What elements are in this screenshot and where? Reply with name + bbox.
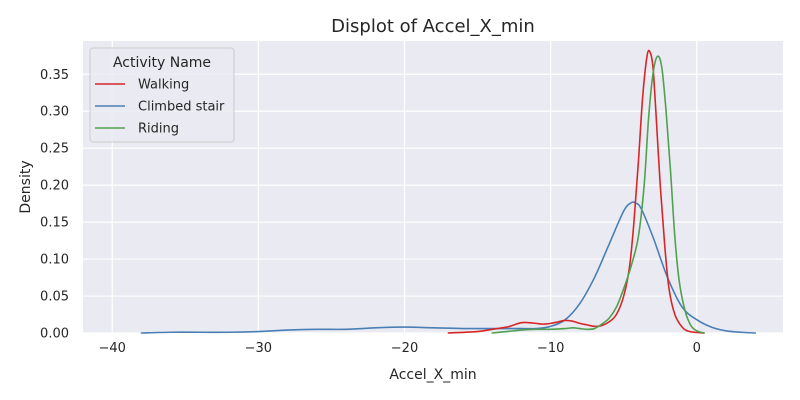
series-line-climbed-stair <box>140 201 757 334</box>
y-tick-label: 0.25 <box>40 142 69 157</box>
x-axis-title: Accel_X_min <box>389 367 476 383</box>
y-axis-title: Density <box>18 160 34 213</box>
y-tick-label: 0.30 <box>40 105 69 120</box>
y-tick-label: 0.15 <box>40 216 69 231</box>
y-tick-label: 0.20 <box>40 179 69 194</box>
y-tick-label: 0.10 <box>40 253 69 268</box>
x-tick-labels: −40 −30 −20 −10 0 <box>99 341 701 356</box>
x-tick-label: 0 <box>693 341 701 356</box>
legend-title: Activity Name <box>113 55 211 71</box>
legend-label: Riding <box>138 122 179 137</box>
y-tick-label: 0.05 <box>40 290 69 305</box>
legend-box <box>89 47 235 143</box>
legend-items: Walking Climbed stair Riding <box>95 78 225 137</box>
x-tick-label: −30 <box>245 341 272 356</box>
x-tick-label: −10 <box>537 341 564 356</box>
legend-label: Walking <box>138 78 189 93</box>
y-tick-label: 0.35 <box>40 68 69 83</box>
y-tick-label: 0.00 <box>40 327 69 342</box>
legend-label: Climbed stair <box>138 100 225 115</box>
grid-layer <box>83 41 783 334</box>
x-tick-label: −40 <box>99 341 126 356</box>
x-tick-label: −20 <box>391 341 418 356</box>
legend: Activity Name Walking Climbed stair Riding <box>89 47 235 143</box>
series-line-riding <box>491 55 705 334</box>
chart-title: Displot of Accel_X_min <box>331 16 535 37</box>
series-layer <box>140 49 757 334</box>
series-line-walking <box>447 49 705 334</box>
y-tick-labels: 0.00 0.05 0.10 0.15 0.20 0.25 0.30 0.35 <box>40 68 69 342</box>
